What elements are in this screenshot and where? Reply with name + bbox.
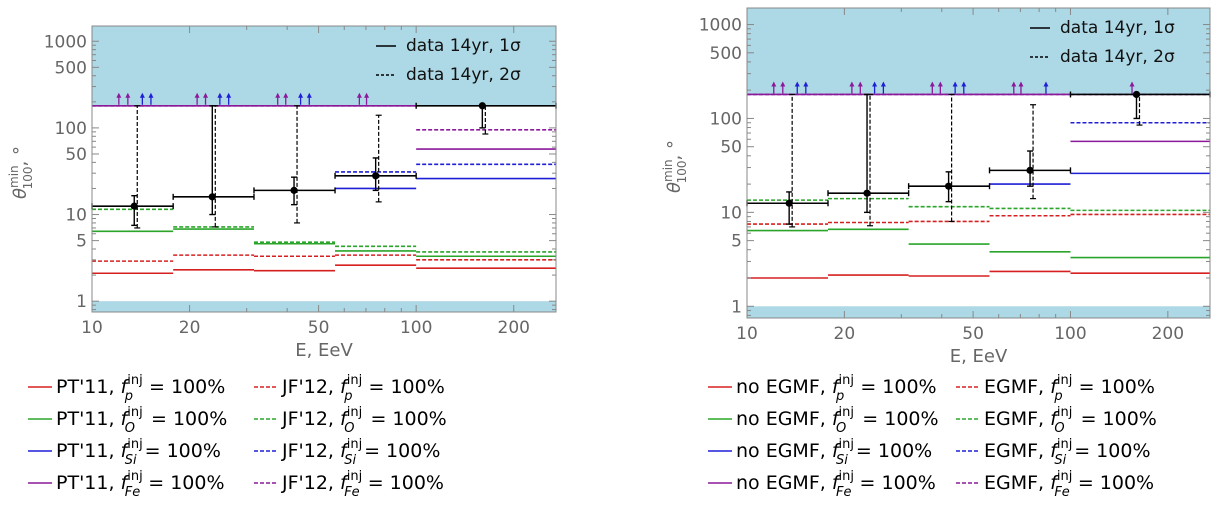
excluded-band-1 — [747, 8, 1210, 95]
legend-label-0: PT'11, finj p = 100% — [56, 373, 225, 404]
limit-arrowhead-0 — [116, 92, 122, 98]
legend-label-5: EGMF, finj Si = 100% — [984, 437, 1151, 468]
data-legend-label-0: data 14yr, 1σ — [406, 36, 521, 56]
x-tick-label-10: 10 — [736, 324, 758, 344]
x-tick-label-50: 50 — [962, 324, 984, 344]
legend-label-4: no EGMF, finj Si = 100% — [736, 437, 932, 468]
y-tick-label-100: 100 — [55, 119, 87, 139]
data-point-1 — [863, 189, 871, 197]
legend-label-6: PT'11, finj Fe = 100% — [56, 469, 225, 500]
legend-label-1: JF'12, finj p = 100% — [281, 373, 445, 404]
x-tick-label-20: 20 — [179, 318, 201, 338]
y-axis-label: θmin100, ° — [7, 146, 35, 199]
limit-arrowhead-5 — [857, 81, 863, 87]
legend-label-7: EGMF, finj Fe = 100% — [984, 469, 1154, 500]
limit-arrowhead-2 — [794, 81, 800, 87]
limit-arrowhead-7 — [880, 81, 886, 87]
limit-arrowhead-13 — [364, 92, 370, 98]
x-tick-label-50: 50 — [308, 318, 330, 338]
limit-arrowhead-1 — [125, 92, 131, 98]
limit-arrowhead-10 — [952, 81, 958, 87]
limit-arrowhead-8 — [275, 92, 281, 98]
y-tick-label-1000: 1000 — [699, 16, 742, 36]
limit-arrowhead-13 — [1018, 81, 1024, 87]
right-chart: 10 20 50 100 200 1 5 10 50 100 500 1000 E, EeV θmin10… — [661, 7, 1211, 500]
data-point-0 — [785, 199, 793, 207]
limit-arrowhead-3 — [148, 92, 154, 98]
data-point-3 — [1026, 166, 1034, 174]
x-axis-label: E, EeV — [295, 340, 353, 361]
data-point-2 — [290, 186, 298, 194]
limit-arrowhead-2 — [139, 92, 145, 98]
y-tick-label-5: 5 — [76, 232, 87, 252]
y-tick-label-500: 500 — [55, 58, 87, 78]
limit-arrowhead-4 — [849, 81, 855, 87]
plot-frame — [91, 25, 557, 313]
limit-arrowhead-1 — [780, 81, 786, 87]
x-axis-label: E, EeV — [950, 346, 1008, 367]
left-chart: 10 20 50 100 200 1 5 10 50 100 500 1000 E, EeV θmin10… — [7, 25, 557, 500]
y-tick-label-1: 1 — [731, 297, 742, 317]
y-tick-label-500: 500 — [710, 44, 742, 64]
limit-arrowhead-5 — [203, 92, 209, 98]
data-point-4 — [1132, 90, 1141, 99]
x-tick-label-200: 200 — [498, 318, 530, 338]
limit-arrowhead-9 — [937, 81, 943, 87]
limit-arrowhead-10 — [298, 92, 304, 98]
y-tick-label-50: 50 — [65, 145, 87, 165]
right-chart-panel: 10 20 50 100 200 1 5 10 50 100 500 1000 E, EeV θmin10… — [620, 0, 1223, 506]
limit-arrowhead-4 — [194, 92, 200, 98]
legend-label-6: no EGMF, finj Fe = 100% — [736, 469, 936, 500]
limit-arrowhead-11 — [306, 92, 312, 98]
data-legend-label-1: data 14yr, 2σ — [406, 65, 521, 85]
limit-arrowhead-8 — [929, 81, 935, 87]
limit-arrowhead-6 — [217, 92, 223, 98]
y-tick-label-5: 5 — [731, 232, 742, 252]
y-tick-label-1000: 1000 — [44, 32, 87, 52]
limit-arrowhead-14 — [1043, 81, 1049, 87]
legend-label-2: no EGMF, finj O = 100% — [736, 405, 939, 436]
limit-arrowhead-3 — [803, 81, 809, 87]
excluded-band-1 — [92, 26, 556, 106]
x-tick-label-100: 100 — [1054, 324, 1086, 344]
x-tick-label-100: 100 — [400, 318, 432, 338]
legend-label-3: JF'12, finj O = 100% — [281, 405, 447, 436]
data-point-0 — [130, 202, 138, 210]
legend-label-1: EGMF, finj p = 100% — [984, 373, 1155, 404]
y-tick-label-50: 50 — [720, 138, 742, 158]
limit-arrowhead-12 — [356, 92, 362, 98]
limit-arrowhead-12 — [1011, 81, 1017, 87]
data-point-1 — [208, 193, 216, 201]
y-tick-label-1: 1 — [76, 292, 87, 312]
plot-frame — [746, 7, 1211, 319]
legend-label-7: JF'12, finj Fe = 100% — [281, 469, 444, 500]
x-tick-label-10: 10 — [81, 318, 103, 338]
legend-label-2: PT'11, finj O = 100% — [56, 405, 227, 436]
legend-label-3: EGMF, finj O = 100% — [984, 405, 1157, 436]
limit-arrowhead-15 — [1129, 81, 1135, 87]
excluded-band-0 — [92, 301, 556, 312]
legend-label-4: PT'11, finj Si = 100% — [56, 437, 221, 468]
y-axis-label: θmin100, ° — [661, 140, 689, 193]
limit-arrowhead-0 — [771, 81, 777, 87]
legend-label-5: JF'12, finj Si = 100% — [281, 437, 440, 468]
limit-arrowhead-6 — [872, 81, 878, 87]
limit-arrowhead-11 — [961, 81, 967, 87]
data-legend-label-1: data 14yr, 2σ — [1060, 47, 1175, 67]
y-tick-label-10: 10 — [720, 203, 742, 223]
data-point-4 — [478, 102, 486, 110]
data-point-2 — [945, 182, 953, 190]
x-tick-label-20: 20 — [834, 324, 856, 344]
limit-arrowhead-7 — [226, 92, 232, 98]
left-chart-panel: 10 20 50 100 200 1 5 10 50 100 500 1000 E, EeV θmin10… — [0, 0, 600, 506]
excluded-band-0 — [747, 306, 1210, 318]
legend-label-0: no EGMF, finj p = 100% — [736, 373, 937, 404]
x-tick-label-200: 200 — [1152, 324, 1184, 344]
limit-arrowhead-9 — [283, 92, 289, 98]
data-point-3 — [372, 172, 380, 180]
data-legend-label-0: data 14yr, 1σ — [1060, 18, 1175, 38]
y-tick-label-10: 10 — [65, 206, 87, 226]
y-tick-label-100: 100 — [710, 109, 742, 129]
